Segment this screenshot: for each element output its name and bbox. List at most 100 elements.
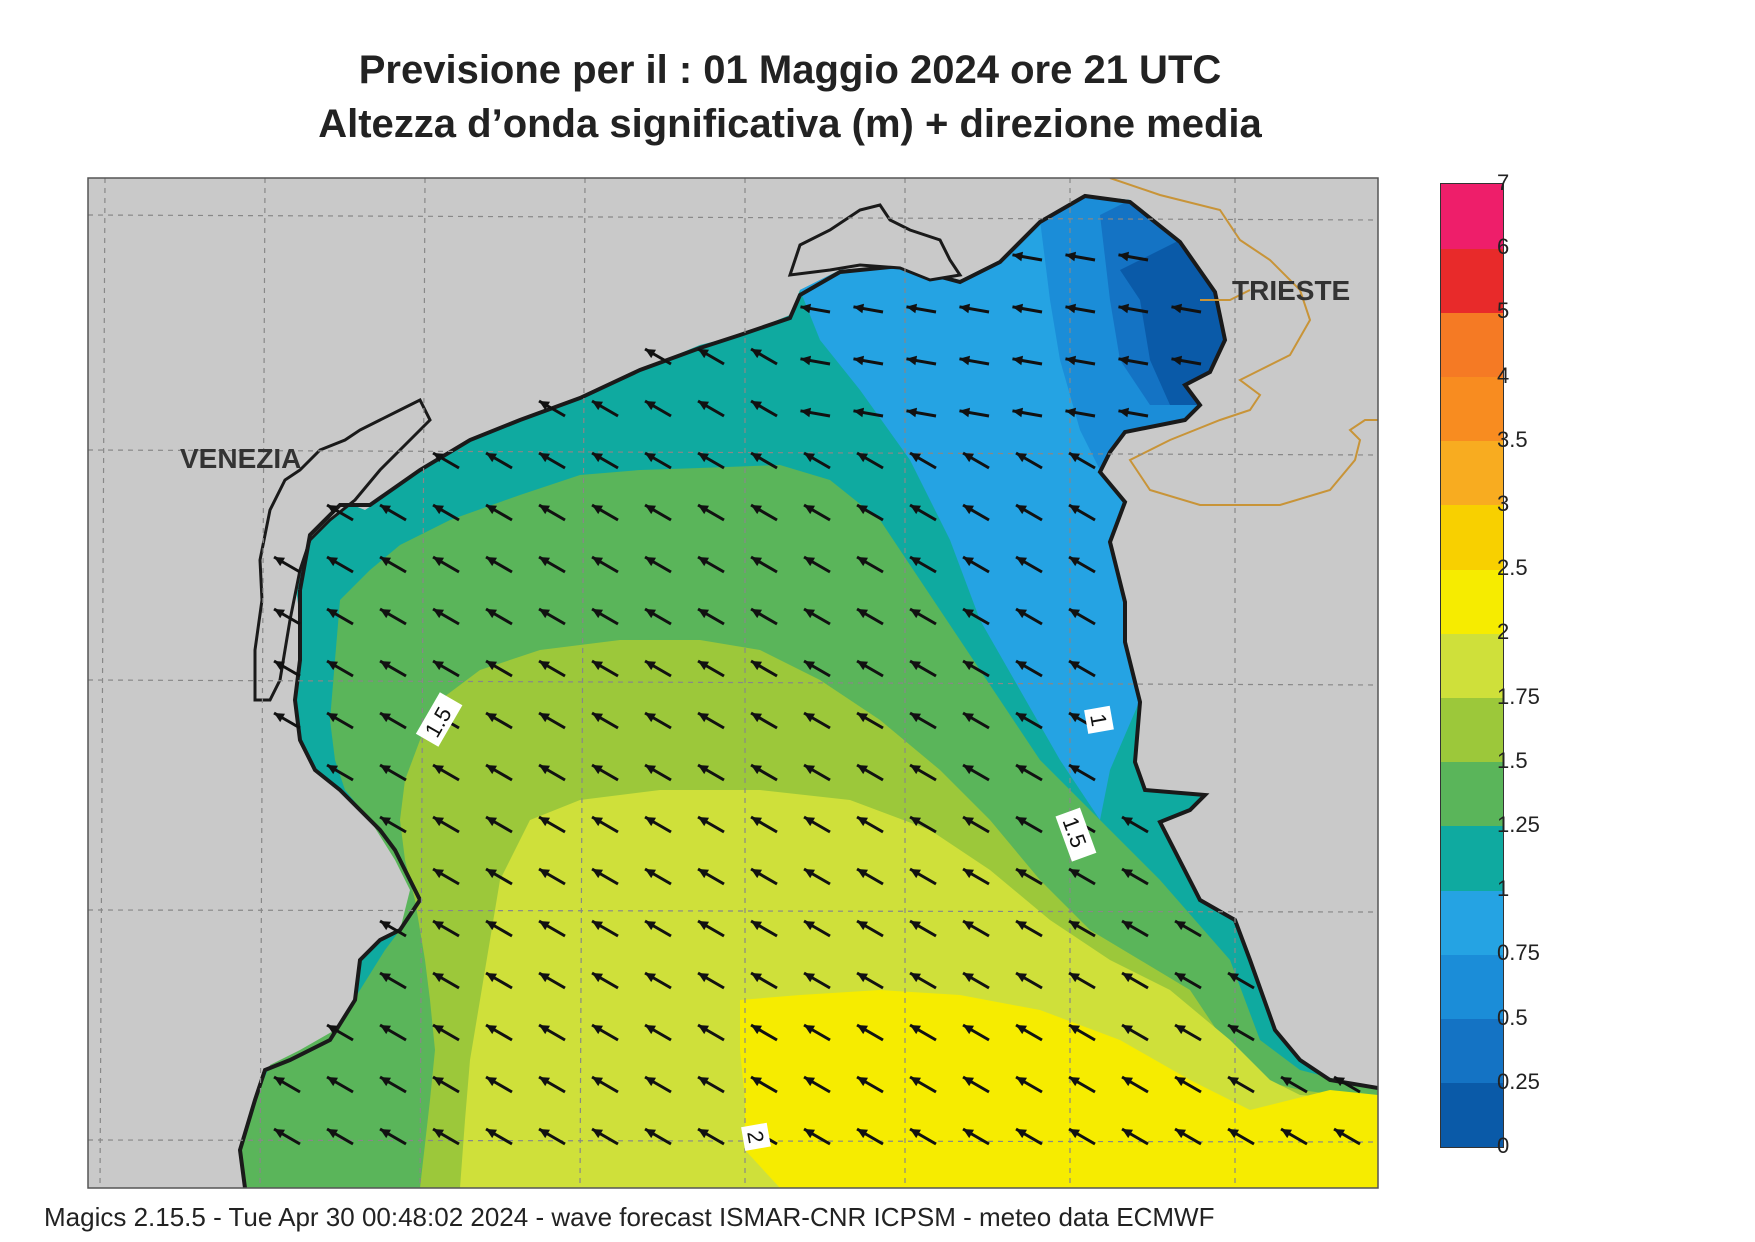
wave-arrow-head	[1118, 303, 1130, 314]
wave-arrow-head	[1069, 1129, 1080, 1139]
wave-arrow-head	[804, 869, 815, 879]
wave-height-map: VENEZIA TRIESTE 1.5 1 1.5 2	[87, 177, 1379, 1189]
wave-arrow-head	[327, 505, 338, 515]
wave-arrow-head	[380, 1077, 391, 1087]
wave-arrow-head	[804, 1025, 815, 1035]
wave-arrow-head	[539, 557, 550, 567]
colorbar-tick-label: 5	[1497, 298, 1510, 324]
map-title: Previsione per il : 01 Maggio 2024 ore 2…	[358, 48, 1222, 92]
wave-arrow-head	[1065, 251, 1077, 262]
wave-arrow-head	[963, 713, 974, 723]
map-frame	[87, 177, 1379, 1189]
wave-arrow-head	[592, 713, 603, 723]
wave-arrow-head	[963, 869, 974, 879]
colorbar-swatch	[1441, 697, 1503, 763]
wave-arrow-head	[592, 921, 603, 931]
wave-arrow-head	[539, 973, 550, 983]
colorbar-tick-label: 0	[1497, 1133, 1510, 1158]
wave-arrow-head	[1069, 765, 1080, 775]
wave-arrow-head	[274, 661, 285, 671]
wave-arrow-head	[486, 505, 497, 515]
wave-arrow-head	[959, 407, 971, 418]
wave-arrow-head	[433, 661, 444, 671]
wave-arrow-head	[592, 765, 603, 775]
wave-arrow-head	[698, 973, 709, 983]
wave-arrow-head	[698, 713, 709, 723]
wave-arrow-head	[327, 1129, 338, 1139]
wave-arrow-head	[1281, 1129, 1292, 1139]
wave-arrow-head	[853, 407, 865, 418]
wave-arrow-head	[1016, 453, 1027, 463]
wave-arrow-head	[857, 1129, 868, 1139]
wave-arrow-head	[1012, 355, 1024, 366]
wave-arrow-head	[592, 1025, 603, 1035]
wave-arrow-head	[1069, 1077, 1080, 1087]
wave-arrow-head	[486, 765, 497, 775]
wave-arrow-head	[645, 713, 656, 723]
wave-arrow-head	[539, 609, 550, 619]
wave-arrow-head	[804, 505, 815, 515]
colorbar-swatch	[1441, 376, 1503, 442]
wave-arrow-head	[1175, 973, 1186, 983]
wave-arrow-head	[1122, 1129, 1133, 1139]
colorbar-tick-label: 0.25	[1497, 1068, 1540, 1094]
wave-arrow-head	[853, 355, 865, 366]
wave-arrow-head	[751, 713, 762, 723]
wave-arrow-head	[645, 505, 656, 515]
wave-arrow-head	[486, 1025, 497, 1035]
wave-arrow-head	[327, 713, 338, 723]
wave-arrow-head	[592, 505, 603, 515]
wave-arrow-head	[1171, 303, 1183, 314]
contour-label: 1	[1085, 712, 1112, 728]
wave-arrow-head	[645, 661, 656, 671]
wave-arrow-head	[857, 973, 868, 983]
city-label-trieste: TRIESTE	[1232, 275, 1350, 306]
west-coastline	[237, 590, 423, 1188]
wave-arrow-head	[274, 1077, 285, 1087]
wave-arrow-head	[1016, 1077, 1027, 1087]
wave-arrow-head	[1122, 869, 1133, 879]
wave-arrow-head	[804, 609, 815, 619]
wave-arrow-head	[963, 661, 974, 671]
colorbar-swatch	[1441, 248, 1503, 313]
colorbar	[1440, 183, 1504, 1148]
wave-arrow-head	[380, 557, 391, 567]
colorbar-swatch	[1441, 184, 1503, 249]
wave-arrow-head	[804, 973, 815, 983]
wave-arrow-head	[1065, 355, 1077, 366]
wave-arrow-head	[1175, 1077, 1186, 1087]
wave-arrow-head	[751, 1077, 762, 1087]
wave-arrow-head	[1334, 1077, 1345, 1087]
wave-arrow-head	[645, 973, 656, 983]
colorbar-tick-label: 3	[1497, 491, 1510, 516]
wave-arrow-head	[963, 505, 974, 515]
wave-arrow-head	[906, 355, 918, 366]
wave-arrow-head	[910, 557, 921, 567]
wave-arrow-head	[1069, 869, 1080, 879]
colorbar-tick-label: 3.5	[1497, 426, 1528, 452]
wave-arrow-head	[1281, 1077, 1292, 1087]
wave-arrow-head	[645, 1129, 656, 1139]
colorbar-tick-label: 1	[1497, 876, 1510, 902]
wave-arrow-head	[1016, 1025, 1027, 1035]
wave-arrow-head	[539, 1129, 550, 1139]
wave-arrow-head	[963, 557, 974, 567]
colorbar-tick-label: 1.5	[1497, 747, 1528, 773]
wave-arrow-head	[857, 661, 868, 671]
wave-arrow-head	[698, 349, 709, 359]
colorbar-tick-label: 2	[1497, 619, 1510, 645]
wave-arrow-head	[751, 349, 762, 359]
wave-arrow-head	[645, 765, 656, 775]
wave-arrow-head	[800, 355, 812, 366]
wave-arrow-head	[1016, 921, 1027, 931]
wave-arrow-head	[1065, 407, 1077, 418]
wave-arrow-head	[910, 1025, 921, 1035]
colorbar-tick-label: 1.75	[1497, 683, 1540, 709]
wave-arrow-head	[804, 765, 815, 775]
venice-lagoon	[253, 397, 432, 702]
colorbar-swatch	[1441, 954, 1503, 1020]
wave-arrow-head	[645, 1025, 656, 1035]
wave-arrow-head	[1122, 921, 1133, 931]
wave-arrow-head	[592, 1077, 603, 1087]
wave-arrow-head	[698, 765, 709, 775]
